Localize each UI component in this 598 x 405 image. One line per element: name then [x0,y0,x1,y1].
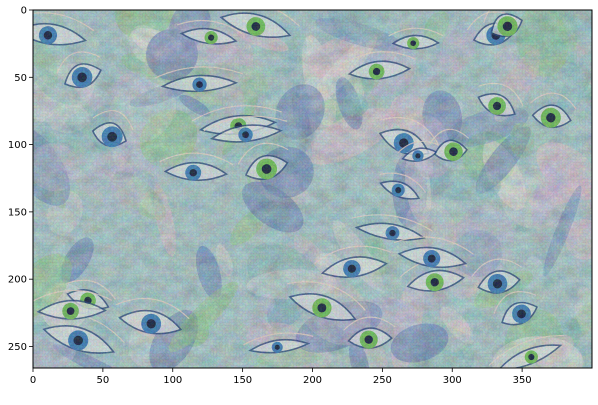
x-axis: 0 50 100 150 200 250 300 350 [30,368,532,386]
x-tick-label: 200 [303,375,322,386]
x-tick-label: 350 [513,375,532,386]
x-tick-label: 250 [373,375,392,386]
image-fine-noise [33,10,592,368]
x-tick-label: 300 [443,375,462,386]
x-tick-label: 100 [163,375,182,386]
x-tick-label: 150 [233,375,252,386]
y-tick-label: 150 [8,207,27,218]
y-tick-label: 0 [21,6,27,17]
y-tick-label: 250 [8,342,27,353]
x-tick-label: 50 [97,375,110,386]
y-tick-label: 50 [14,73,27,84]
y-tick-label: 200 [8,275,27,286]
y-tick-label: 100 [8,140,27,151]
y-axis: 0 50 100 150 200 250 [8,6,33,353]
x-tick-label: 0 [30,375,36,386]
plot-image [33,10,592,368]
